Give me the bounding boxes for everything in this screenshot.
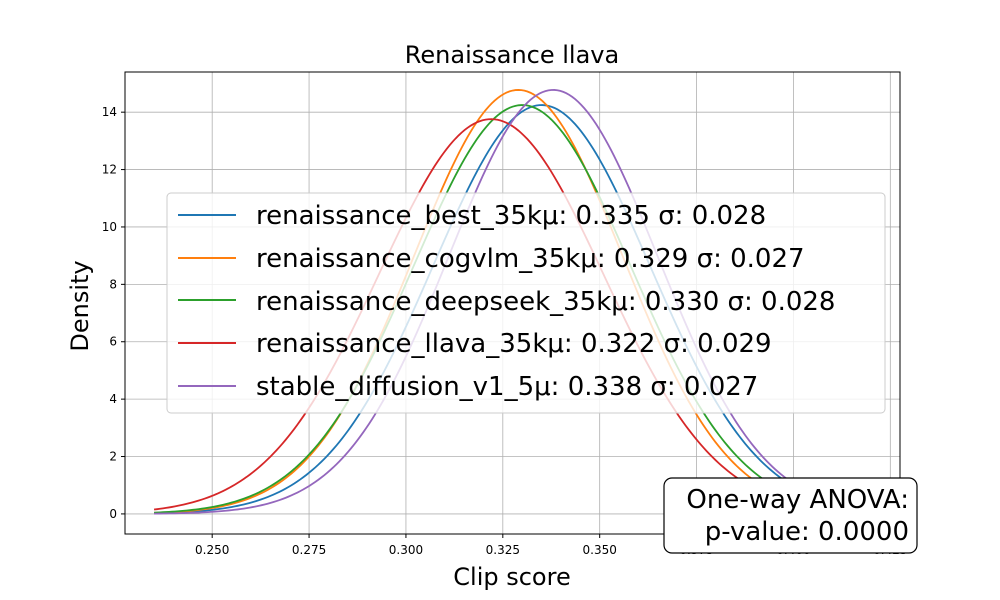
density-line-stable-diffusion-v1-5	[154, 89, 872, 515]
anova-box	[663, 477, 918, 554]
x-tick-label: 0.300	[389, 543, 423, 557]
y-tick-label: 10	[102, 220, 117, 234]
x-tick-label: 0.325	[486, 543, 520, 557]
plot-frame	[124, 71, 901, 535]
x-tick-label: 0.275	[292, 543, 326, 557]
anova-annotation: One-way ANOVA: p-value: 0.0000	[663, 477, 918, 554]
x-tick-label: 0.250	[195, 543, 229, 557]
y-tick-label: 14	[102, 105, 117, 119]
legend-label-best: renaissance_best_35kμ: 0.335 σ: 0.028	[256, 201, 766, 231]
legend-label-llava: renaissance_llava_35kμ: 0.322 σ: 0.029	[256, 329, 772, 359]
y-tick-label: 2	[109, 450, 117, 464]
y-tick-label: 4	[109, 392, 117, 406]
legend-label-stable-diffusion: stable_diffusion_v1_5μ: 0.338 σ: 0.027	[256, 372, 758, 402]
y-axis-label: Density	[66, 260, 94, 351]
x-tick-label: 0.350	[583, 543, 617, 557]
legend-box	[166, 192, 886, 414]
legend-label-cogvlm: renaissance_cogvlm_35kμ: 0.329 σ: 0.027	[256, 244, 805, 274]
y-tick-label: 12	[102, 163, 117, 177]
legend: renaissance_best_35kμ: 0.335 σ: 0.028 re…	[166, 192, 886, 414]
anova-pvalue: p-value: 0.0000	[705, 517, 909, 547]
y-tick-label: 0	[109, 507, 117, 521]
anova-title: One-way ANOVA:	[686, 485, 909, 515]
y-tick-label: 6	[109, 335, 117, 349]
y-tick-label: 8	[109, 277, 117, 291]
chart-title: Renaissance llava	[405, 41, 619, 69]
density-line-renaissance-deepseek-35k	[154, 104, 872, 514]
legend-label-deepseek: renaissance_deepseek_35kμ: 0.330 σ: 0.02…	[256, 287, 835, 317]
x-axis-label: Clip score	[453, 563, 570, 591]
